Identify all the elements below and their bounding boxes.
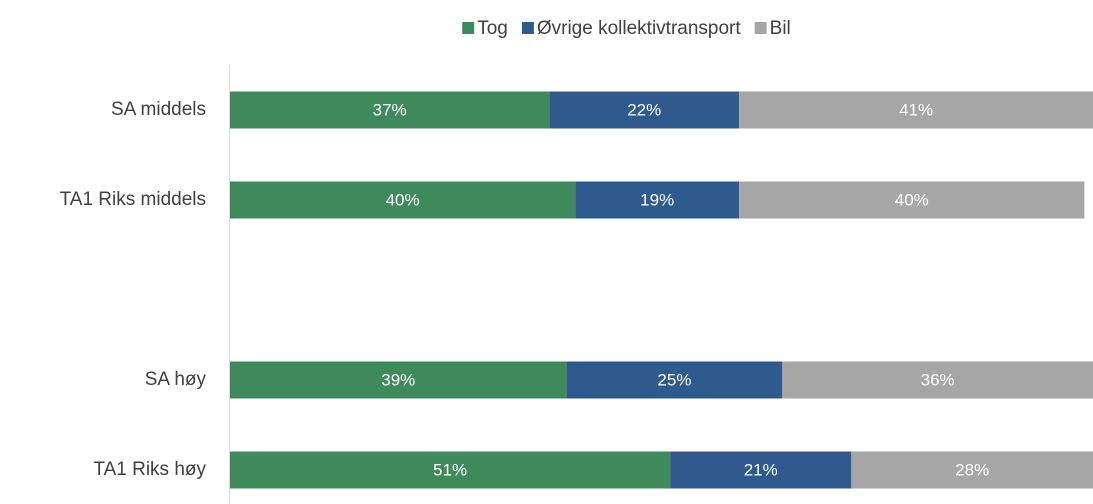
bar-segment (230, 451, 671, 489)
legend: Tog Øvrige kollektivtransport Bil (462, 18, 791, 39)
data-label: 39% (381, 370, 415, 389)
bar-segment (575, 181, 740, 219)
bar-segment (782, 361, 1093, 399)
bar-segment (739, 91, 1093, 129)
data-label: 19% (640, 190, 674, 209)
data-label: 40% (895, 190, 929, 209)
bar-segment (566, 361, 783, 399)
bar-segment (851, 451, 1093, 489)
bar-segment (230, 181, 576, 219)
data-label: 22% (627, 100, 661, 119)
bar-segment (670, 451, 852, 489)
bar-segment (549, 91, 740, 129)
data-label: 36% (921, 370, 955, 389)
legend-swatch (754, 22, 767, 34)
data-label: 25% (657, 370, 691, 389)
legend-swatch (462, 22, 475, 34)
category-label: SA høy (145, 369, 207, 390)
category-label: TA1 Riks høy (93, 459, 206, 480)
bar-segment (230, 91, 550, 129)
legend-label: Bil (770, 18, 791, 39)
data-label: 37% (373, 100, 407, 119)
bar-segment (739, 181, 1085, 219)
bar-segment (230, 361, 567, 399)
data-label: 21% (744, 460, 778, 479)
legend-label: Tog (477, 18, 508, 39)
data-label: 51% (433, 460, 467, 479)
legend-label: Øvrige kollektivtransport (537, 18, 742, 39)
legend-swatch (521, 22, 534, 34)
data-label: 41% (899, 100, 933, 119)
data-label: 28% (955, 460, 989, 479)
category-label: TA1 Riks middels (60, 189, 206, 210)
category-label: SA middels (111, 99, 206, 120)
data-label: 40% (386, 190, 420, 209)
